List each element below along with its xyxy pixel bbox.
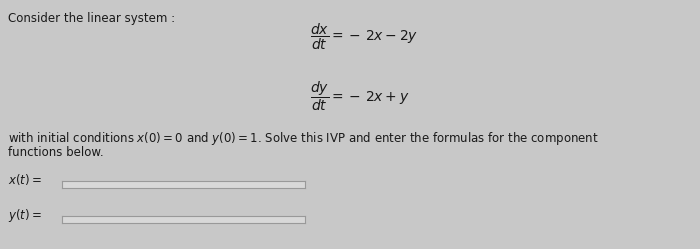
Text: Consider the linear system :: Consider the linear system :	[8, 12, 175, 25]
Text: $x(t) =$: $x(t) =$	[8, 172, 42, 187]
Text: $\dfrac{dx}{dt} = -\,2x - 2y$: $\dfrac{dx}{dt} = -\,2x - 2y$	[310, 22, 419, 52]
Text: $y(t) =$: $y(t) =$	[8, 207, 42, 224]
Text: functions below.: functions below.	[8, 146, 104, 159]
Text: with initial conditions $x(0) = 0$ and $y(0) = 1$. Solve this IVP and enter the : with initial conditions $x(0) = 0$ and $…	[8, 130, 598, 147]
Text: $\dfrac{dy}{dt} = -\,2x + y$: $\dfrac{dy}{dt} = -\,2x + y$	[310, 80, 410, 113]
